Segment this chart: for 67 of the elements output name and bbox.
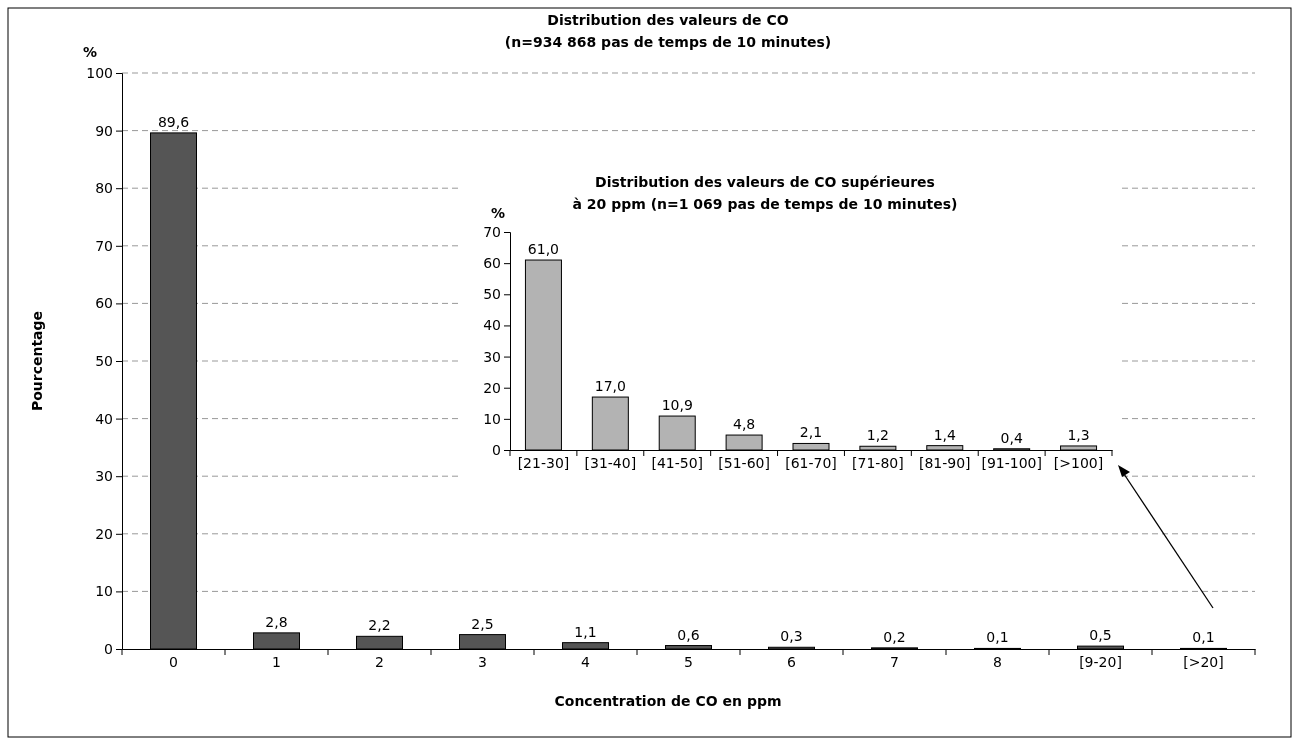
data-label: 2,8 [265, 613, 288, 630]
y-tick-label: 50 [95, 352, 113, 369]
text: % [82, 44, 98, 60]
chart-title: Distribution des valeurs de CO supérieures [595, 174, 935, 190]
x-tick-label: [>20] [1183, 653, 1224, 670]
x-tick-label: 5 [684, 653, 693, 670]
x-tick-label: [31-40] [584, 454, 637, 471]
y-tick-label: 10 [483, 410, 501, 427]
y-tick-label: 30 [95, 468, 113, 485]
x-tick-label: 3 [478, 653, 487, 670]
x-tick-label: 8 [993, 653, 1002, 670]
x-tick-label: 6 [787, 653, 797, 670]
x-tick-label: [>100] [1053, 454, 1104, 471]
data-label: 10,9 [661, 397, 693, 414]
data-label: 2,1 [799, 424, 823, 441]
y-tick-label: 40 [483, 317, 501, 334]
data-label: 2,2 [368, 617, 391, 634]
data-label: 2,5 [471, 615, 494, 632]
chart-title: Distribution des valeurs de CO [547, 12, 789, 28]
y-tick-label: 60 [483, 255, 501, 272]
y-tick-label: 60 [95, 295, 113, 312]
y-tick-label: 70 [95, 237, 113, 254]
data-label: 89,6 [157, 113, 190, 130]
data-label: 0,6 [677, 626, 700, 643]
y-tick-label: 90 [95, 122, 113, 139]
x-tick-label: [9-20] [1079, 653, 1122, 670]
data-label: 0,1 [1192, 629, 1215, 646]
x-tick-label: [91-100] [981, 454, 1042, 471]
y-axis-title: Pourcentage [29, 310, 45, 412]
x-tick-label: [41-50] [651, 454, 704, 471]
y-tick-label: 0 [104, 640, 113, 657]
x-tick-label: 4 [581, 653, 591, 670]
data-label: 1,1 [574, 623, 597, 640]
data-label: 1,4 [933, 426, 956, 443]
data-label: 0,2 [883, 628, 906, 645]
data-label: 61,0 [527, 241, 560, 258]
y-tick-label: 10 [95, 583, 113, 600]
data-label: 1,2 [866, 427, 890, 444]
x-tick-label: [21-30] [517, 454, 570, 471]
y-axis-title: % [490, 205, 506, 221]
x-tick-label: 0 [169, 653, 178, 670]
y-tick-label: 0 [492, 441, 501, 458]
x-tick-label: 7 [890, 653, 899, 670]
chart-subtitle: (n=934 868 pas de temps de 10 minutes) [504, 34, 832, 50]
y-tick-label: 20 [95, 525, 113, 542]
data-label: 0,5 [1089, 627, 1112, 644]
data-label: 17,0 [594, 378, 626, 395]
data-label: 0,1 [986, 629, 1009, 646]
data-label: 0,4 [1000, 429, 1023, 446]
data-label: 0,3 [780, 628, 803, 645]
y-tick-label: 80 [95, 180, 113, 197]
y-tick-label: 20 [483, 379, 501, 396]
y-tick-label: 70 [483, 223, 501, 240]
y-tick-label: 50 [483, 286, 501, 303]
y-tick-label: 30 [483, 348, 501, 365]
x-tick-label: 2 [375, 653, 384, 670]
x-tick-label: [61-70] [785, 454, 837, 471]
x-tick-label: [81-90] [918, 454, 971, 471]
y-tick-label: 100 [86, 64, 113, 81]
data-label: 1,3 [1067, 426, 1090, 443]
chart-subtitle: à 20 ppm (n=1 069 pas de temps de 10 minutes) [572, 196, 958, 212]
data-label: 4,8 [732, 416, 756, 433]
x-tick-label: [71-80] [852, 454, 904, 471]
x-tick-label: 1 [272, 653, 281, 670]
x-axis-title: Concentration de CO en ppm [554, 693, 782, 709]
y-tick-label: 40 [95, 410, 113, 427]
x-tick-label: [51-60] [718, 454, 770, 471]
